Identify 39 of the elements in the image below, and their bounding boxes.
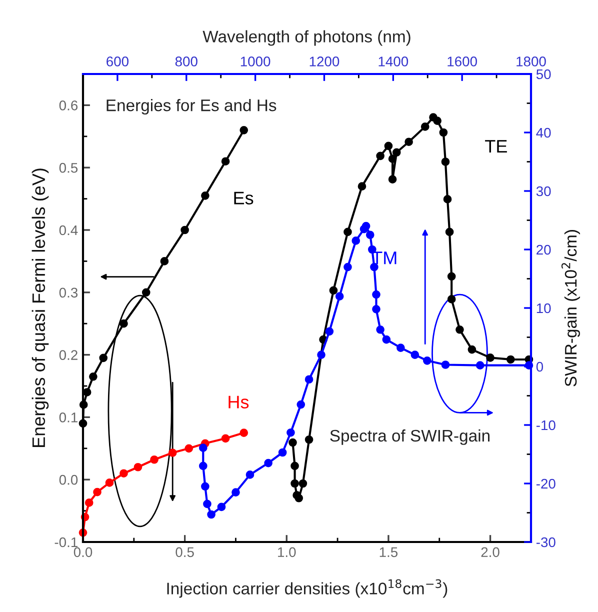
y2-tick-label: 0 [536, 362, 544, 372]
y2-tick-label: -20 [536, 478, 556, 489]
y2-tick-label: -10 [536, 420, 556, 430]
x2-tick-label: 1400 [378, 56, 408, 66]
y2-tick-label: -30 [536, 537, 556, 548]
x2-tick-label: 1600 [448, 56, 477, 66]
y-tick-label: 0.4 [59, 225, 78, 236]
x-tick-label: 0.5 [176, 547, 194, 558]
annotation: Spectra of SWIR-gain [330, 429, 490, 445]
x-tick-label: 1.0 [278, 547, 296, 558]
x2-tick-label: 1200 [310, 56, 340, 66]
y2-tick-label: 20 [536, 244, 551, 255]
text: TE [485, 140, 507, 153]
y-tick-label: -0.1 [54, 537, 78, 548]
series-label: Hs [228, 396, 249, 408]
x2-tick-label: 1000 [240, 56, 270, 66]
series-label: Es [234, 192, 254, 204]
x2-tick-label: 600 [106, 56, 129, 66]
x2-axis-title: Wavelength of photons (nm) [202, 30, 410, 46]
annotation: Energies for Es and Hs [106, 98, 276, 115]
x-tick-label: 2.0 [481, 547, 500, 558]
y-tick-label: 0.2 [59, 350, 78, 360]
x-axis-title: Injection carrier densities (x10$^{18}$cm$^{−3}$) [167, 579, 448, 598]
x-tick-label: 0.0 [74, 547, 92, 558]
y-tick-label: 0.1 [59, 412, 78, 422]
y-tick-label: 0.3 [59, 288, 78, 298]
y2-tick-label: 50 [536, 69, 551, 80]
y-tick-label: 0.0 [59, 474, 78, 485]
x-tick-label: 1.5 [380, 547, 398, 558]
y2-axis-title: SWIR-gain (x10$^{2}$/cm) [561, 230, 580, 386]
y2-tick-label: 40 [536, 128, 551, 138]
y2-tick-label: 30 [536, 186, 551, 196]
y-tick-label: 0.6 [59, 100, 78, 110]
y-tick-label: 0.5 [59, 162, 78, 173]
x2-tick-label: 800 [175, 56, 198, 66]
y-axis-title: Energies of quasi Fermi levels (eV) [32, 168, 49, 447]
y2-tick-label: 10 [536, 303, 551, 314]
series-label: TM [372, 252, 396, 264]
x2-tick-label: 1800 [516, 56, 546, 66]
